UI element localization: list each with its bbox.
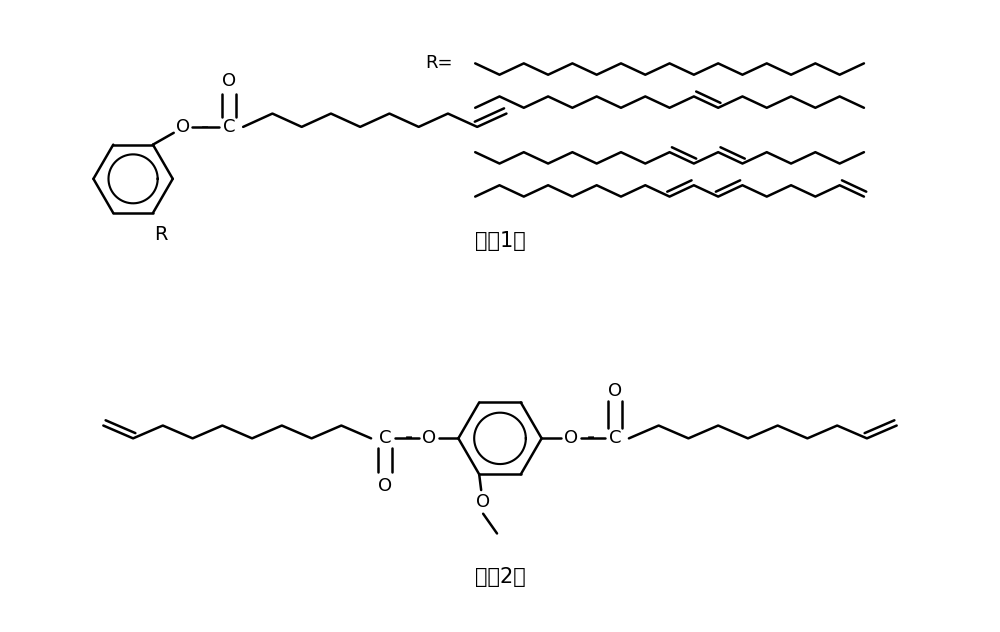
Text: -: - [200, 117, 209, 137]
Text: O: O [476, 493, 490, 511]
Text: O: O [564, 429, 578, 447]
Text: C: C [609, 429, 621, 447]
Text: 式（1）: 式（1） [475, 231, 525, 251]
Text: O: O [222, 71, 236, 90]
Text: C: C [379, 429, 391, 447]
Text: O: O [176, 118, 190, 136]
Text: O: O [378, 477, 392, 495]
Text: C: C [223, 118, 236, 136]
Text: 式（2）: 式（2） [475, 566, 525, 586]
Text: -: - [587, 427, 595, 447]
Text: O: O [608, 382, 622, 400]
Text: -: - [405, 427, 413, 447]
Text: R=: R= [426, 54, 453, 73]
Text: O: O [422, 429, 436, 447]
Text: R: R [154, 225, 168, 244]
